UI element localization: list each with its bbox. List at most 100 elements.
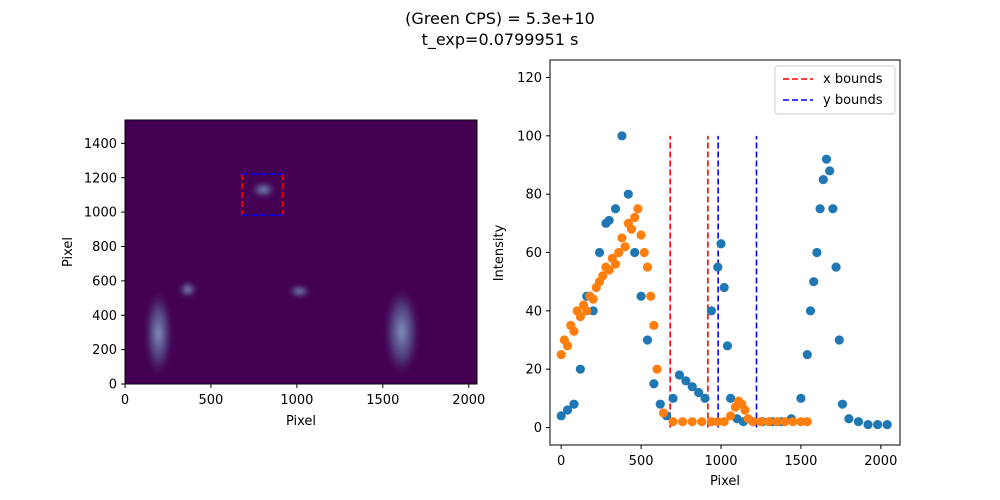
scatter-y-tick-label: 0 [534, 421, 542, 436]
heatmap-y-tick-label: 1000 [84, 206, 117, 221]
scatter-legend: x bounds y bounds [774, 65, 896, 115]
scatter-point-series-1 [604, 215, 614, 226]
scatter-point-series-2 [802, 417, 812, 427]
scatter-point-series-2 [668, 417, 678, 427]
scatter-point-series-2 [687, 417, 697, 427]
figure-title-line-1: (Green CPS) = 5.3e+10 [405, 9, 595, 28]
scatter-point-series-1 [623, 189, 633, 199]
scatter-point-series-2 [764, 417, 774, 427]
scatter-point-series-1 [575, 364, 585, 374]
heatmap-x-tick-label: 0 [121, 393, 129, 408]
heatmap-y-tick-label: 800 [92, 240, 117, 255]
scatter-point-series-2 [748, 417, 758, 427]
scatter-point-series-2 [636, 230, 646, 240]
heatmap-y-axis-label: Pixel [61, 237, 76, 267]
heatmap-bright-region [382, 284, 421, 379]
scatter-point-series-1 [562, 405, 573, 415]
scatter-x-axis-label: Pixel [710, 474, 740, 489]
scatter-point-series-1 [805, 306, 816, 316]
scatter-point-series-1 [853, 417, 864, 427]
scatter-point-series-1 [834, 335, 844, 345]
heatmap-y-tick-label: 1400 [84, 137, 117, 152]
legend-label-y-bounds: y bounds [823, 93, 883, 108]
scatter-point-series-1 [837, 399, 848, 409]
scatter-point-series-1 [831, 262, 841, 272]
scatter-point-series-1 [802, 349, 812, 360]
scatter-point-series-1 [681, 376, 691, 386]
scatter-y-tick-label: 40 [525, 304, 542, 319]
scatter-point-series-1 [687, 382, 697, 392]
scatter-point-series-2 [582, 306, 592, 316]
scatter-point-series-1 [630, 247, 640, 258]
scatter-point-series-2 [772, 417, 782, 427]
heatmap-panel: 0 500 1000 1500 2000 0 200 400 600 800 1000 1200 14… [61, 119, 485, 429]
scatter-point-series-1 [722, 341, 732, 351]
heatmap-x-tick-label: 1500 [366, 393, 399, 408]
scatter-y-tick-label: 120 [517, 71, 542, 86]
legend-label-x-bounds: x bounds [823, 72, 883, 87]
scatter-y-tick-label: 60 [525, 246, 542, 261]
scatter-point-series-2 [719, 417, 729, 427]
heatmap-y-tick-label: 200 [92, 343, 117, 358]
scatter-point-series-1 [610, 204, 621, 214]
scatter-point-series-1 [873, 419, 883, 430]
heatmap-y-tick-label: 400 [92, 309, 117, 324]
scatter-point-series-2 [610, 259, 621, 269]
scatter-point-series-2 [756, 417, 766, 427]
scatter-point-series-1 [674, 370, 685, 380]
heatmap-x-axis-label: Pixel [286, 414, 316, 429]
scatter-point-series-1 [655, 399, 665, 409]
scatter-point-series-1 [694, 387, 704, 398]
scatter-point-series-2 [646, 291, 656, 301]
scatter-point-series-1 [716, 239, 726, 249]
heatmap-bright-region [288, 284, 311, 299]
heatmap-background [125, 120, 477, 384]
scatter-panel: 0 500 1000 1500 2000 0 20 40 60 80 100 120 Pixel I… [492, 59, 901, 489]
scatter-point-series-1 [725, 393, 736, 403]
scatter-x-tick-label: 1000 [704, 454, 737, 469]
scatter-point-series-2 [678, 417, 688, 427]
scatter-x-tick-label: 2000 [864, 454, 897, 469]
scatter-point-series-2 [626, 224, 637, 234]
scatter-point-series-1 [556, 411, 566, 421]
scatter-point-series-1 [713, 262, 723, 272]
scatter-point-series-2 [620, 242, 630, 252]
scatter-background [550, 60, 900, 445]
scatter-point-series-1 [594, 247, 605, 258]
scatter-point-series-1 [882, 419, 892, 430]
heatmap-x-tick-label: 2000 [452, 393, 485, 408]
scatter-point-series-1 [812, 247, 822, 258]
scatter-point-series-2 [725, 411, 736, 421]
scatter-point-series-1 [700, 393, 710, 403]
heatmap-bright-region [250, 181, 277, 199]
scatter-point-series-1 [825, 166, 835, 176]
heatmap-y-tick-label: 1200 [84, 171, 117, 186]
scatter-point-series-1 [636, 291, 646, 301]
scatter-y-tick-label: 80 [525, 188, 542, 203]
scatter-point-series-2 [614, 247, 624, 258]
scatter-point-series-1 [828, 204, 838, 214]
scatter-point-series-1 [719, 282, 729, 293]
scatter-point-series-1 [642, 335, 653, 345]
scatter-x-tick-label: 0 [557, 454, 565, 469]
scatter-point-series-2 [788, 417, 798, 427]
scatter-point-series-2 [639, 247, 649, 258]
scatter-point-series-2 [617, 233, 627, 243]
scatter-point-series-1 [668, 393, 678, 403]
scatter-point-series-2 [740, 405, 750, 415]
scatter-point-series-1 [809, 277, 819, 287]
scatter-point-series-2 [598, 271, 608, 281]
figure-title-line-2: t_exp=0.0799951 s [421, 30, 579, 49]
scatter-point-series-1 [617, 131, 627, 141]
scatter-point-series-2 [642, 262, 653, 272]
heatmap-x-tick-label: 500 [199, 393, 224, 408]
scatter-y-axis-label: Intensity [492, 224, 507, 281]
scatter-point-series-1 [588, 306, 598, 316]
heatmap-bright-region [143, 287, 174, 379]
scatter-point-series-2 [649, 320, 659, 331]
scatter-point-series-2 [633, 204, 643, 214]
scatter-x-tick-label: 1500 [784, 454, 817, 469]
figure-title: (Green CPS) = 5.3e+10 t_exp=0.0799951 s [0, 8, 1000, 50]
scatter-point-series-1 [649, 379, 659, 389]
scatter-point-series-1 [844, 414, 854, 424]
